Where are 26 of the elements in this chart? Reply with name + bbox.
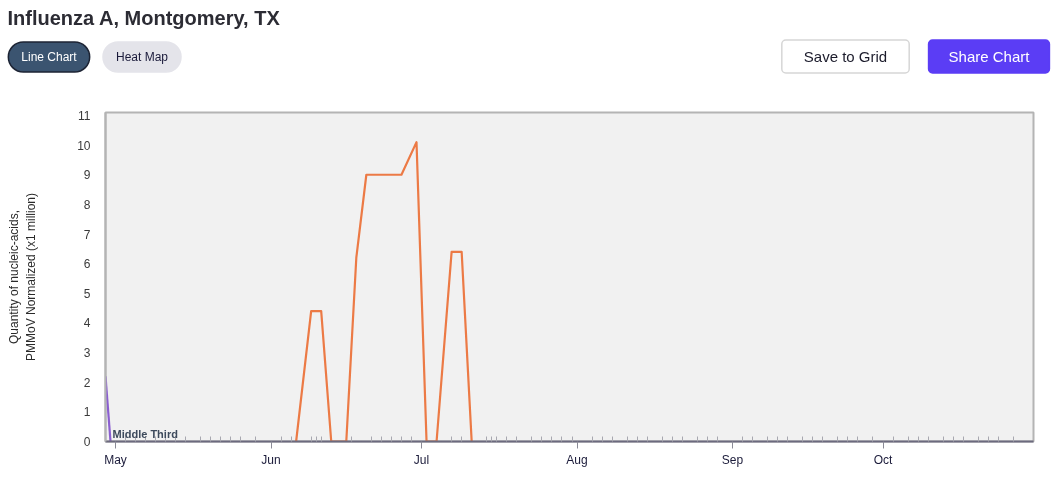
y-tick-label: 9 (83, 168, 91, 183)
chart-title: Influenza A, Montgomery, TX (7, 6, 281, 29)
y-tick-label: 3 (83, 346, 91, 361)
y-tick-label: 4 (83, 316, 91, 331)
x-tick-label: Jun (261, 452, 281, 467)
annotation: Middle Third (112, 427, 178, 440)
x-tick-label: Jul (413, 452, 430, 467)
y-tick-label: 11 (78, 108, 91, 123)
y-axis-title: Quantity of nucleic-acids, PMMoV Normalized (x1 million) (7, 192, 39, 362)
text: Save to Grid (803, 48, 888, 65)
y-tick-label: 1 (83, 405, 91, 420)
text: Share Chart (948, 48, 1031, 65)
x-tick-label: Sep (721, 452, 744, 467)
y-tick-label: 10 (77, 138, 91, 153)
y-tick-label: 8 (83, 197, 91, 212)
text: Heat Map (115, 50, 169, 64)
text: Line Chart (21, 50, 78, 64)
x-tick-label: Oct (873, 452, 894, 467)
line-series (295, 141, 473, 442)
x-tick-label: Aug (566, 452, 588, 467)
x-tick-label: May (104, 452, 127, 467)
y-tick-label: 0 (83, 435, 91, 449)
y-tick-label: 7 (83, 227, 91, 242)
y-tick-label: 6 (83, 257, 91, 272)
y-tick-label: 5 (83, 286, 91, 301)
y-tick-label: 2 (83, 375, 91, 390)
